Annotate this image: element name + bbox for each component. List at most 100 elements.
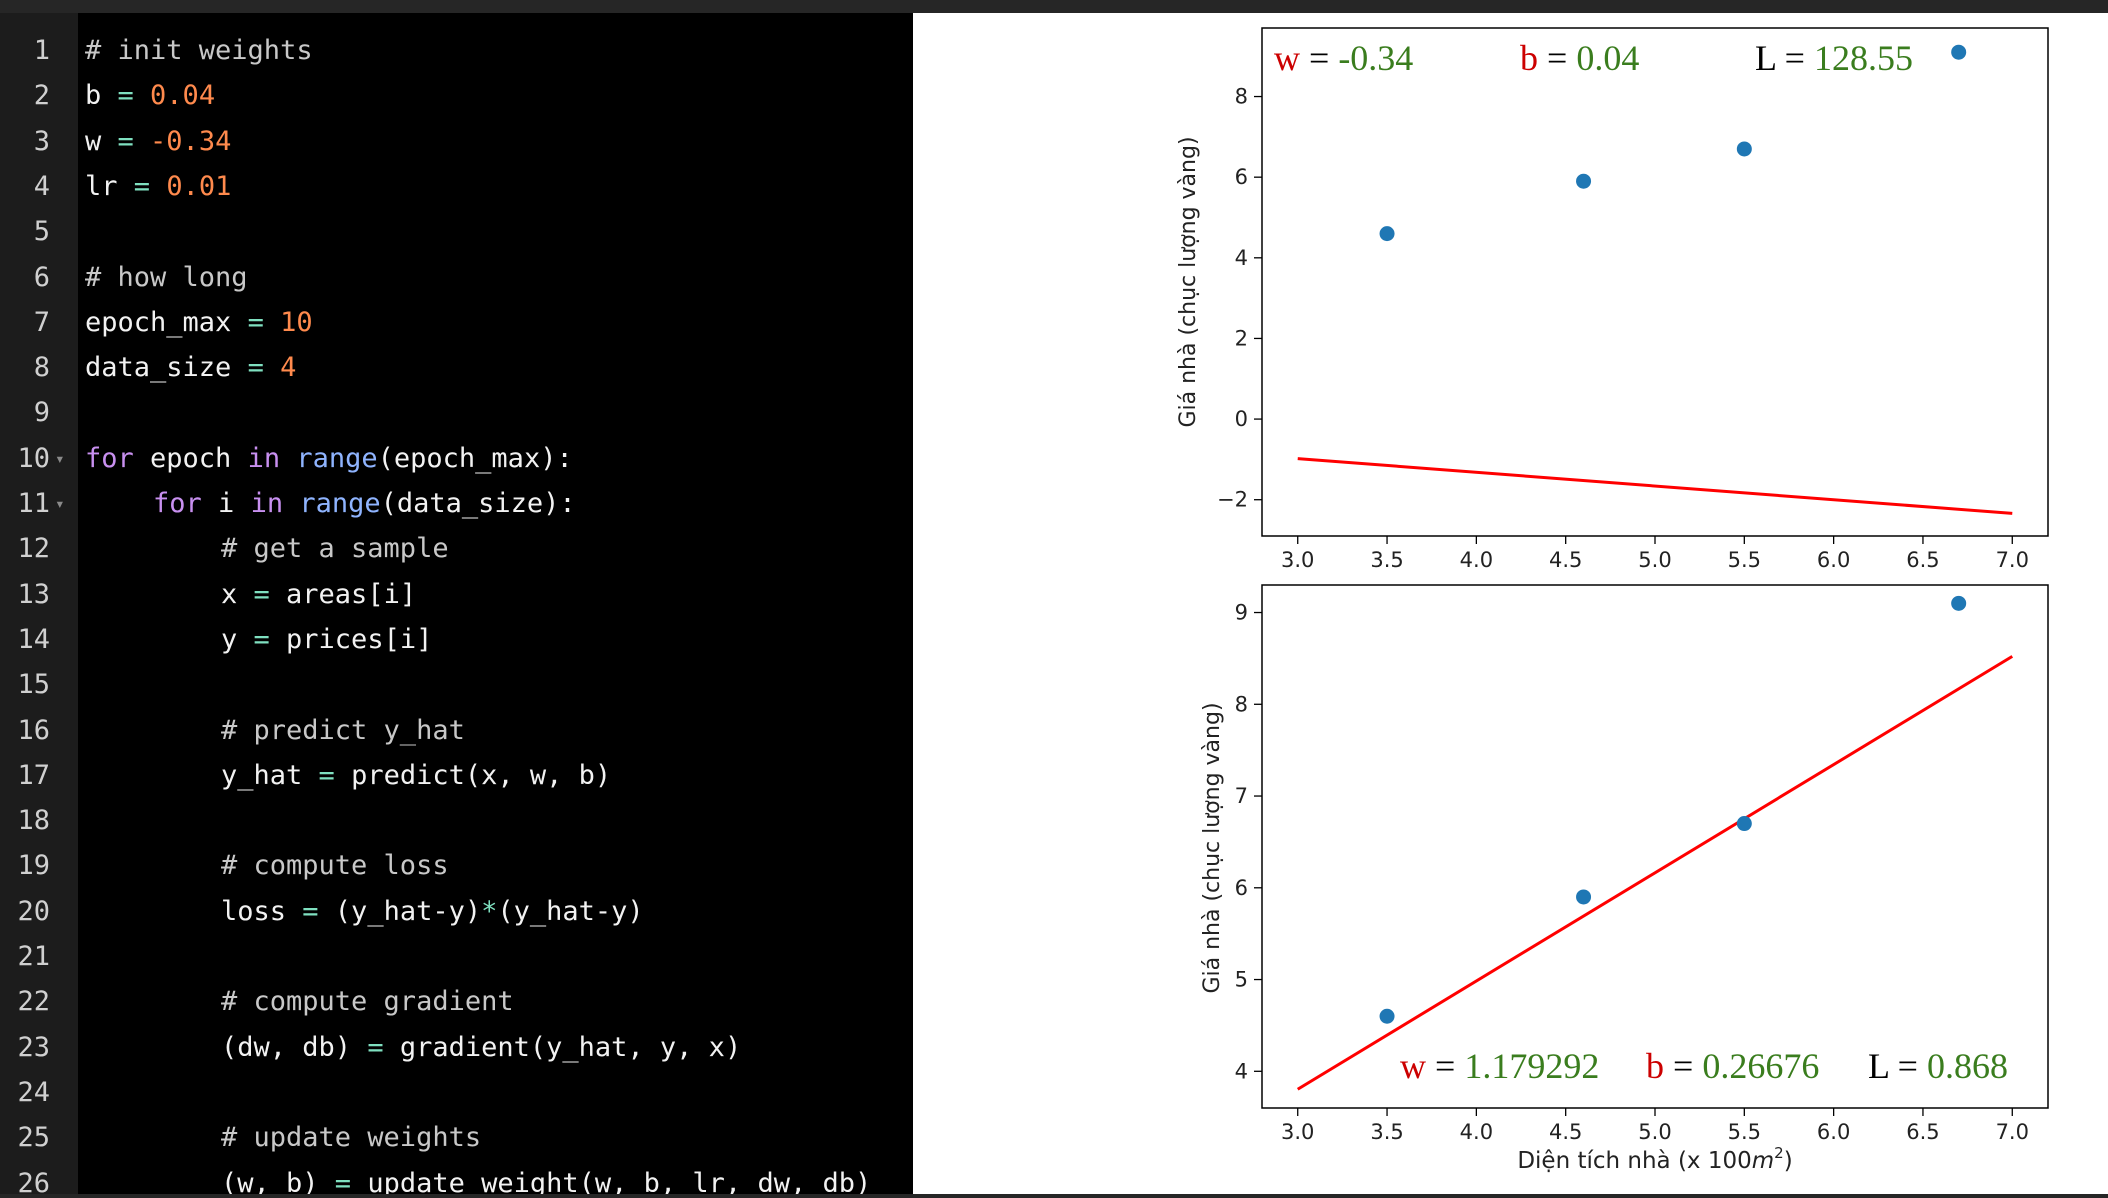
code-line[interactable]: 9 <box>0 390 913 435</box>
code-token: predict(x, w, b) <box>334 759 612 791</box>
code-text: b = 0.04 <box>85 73 215 118</box>
code-line[interactable]: 20 loss = (y_hat-y)*(y_hat-y) <box>0 889 913 934</box>
code-token <box>283 488 299 519</box>
code-line[interactable]: 7 epoch_max = 10 <box>0 300 913 345</box>
code-line[interactable]: 6 # how long <box>0 255 913 300</box>
code-token: = <box>247 352 264 384</box>
x-tick-label: 3.0 <box>1281 548 1314 572</box>
x-tick-label: 4.0 <box>1460 1120 1493 1144</box>
chart-top-annotation-L: L = 128.55 <box>1755 38 1913 78</box>
code-token: (y_hat-y) <box>318 895 482 927</box>
chart-bottom-annotation-w: w = 1.179292 <box>1400 1046 1599 1086</box>
line-number: 23 <box>17 1031 50 1063</box>
data-point <box>1379 226 1395 242</box>
data-point <box>1379 1008 1395 1024</box>
code-line[interactable]: 13 x = areas[i] <box>0 572 913 617</box>
chart-bottom-x-label: Diện tích nhà (x 100m2) <box>1517 1144 1792 1174</box>
code-token: = <box>247 306 264 338</box>
code-line[interactable]: 18 <box>0 798 913 843</box>
code-token: = <box>253 623 270 655</box>
x-tick-label: 5.5 <box>1728 1120 1761 1144</box>
x-tick-label: 3.0 <box>1281 1120 1314 1144</box>
code-line[interactable]: 10 ▾ for epoch in range(epoch_max): <box>0 436 913 481</box>
line-number: 16 <box>17 714 50 746</box>
code-token: y <box>221 623 254 655</box>
code-text: (dw, db) = gradient(y_hat, y, x) <box>221 1025 741 1070</box>
code-line[interactable]: 17 y_hat = predict(x, w, b) <box>0 753 913 798</box>
data-point <box>1951 44 1967 60</box>
y-tick-label: 8 <box>1235 692 1248 716</box>
code-token <box>134 80 150 111</box>
chart-bottom-y-label: Giá nhà (chục lượng vàng) <box>1200 702 1225 993</box>
fold-chevron-icon[interactable]: ▾ <box>55 448 65 468</box>
code-token: = <box>302 895 319 927</box>
code-text: (w, b) = update_weight(w, b, lr, dw, db) <box>221 1161 871 1195</box>
code-token <box>264 352 280 383</box>
code-token: epoch <box>133 442 248 474</box>
y-tick-label: 2 <box>1235 326 1248 350</box>
code-token: (y_hat-y) <box>497 895 644 927</box>
code-line[interactable]: 11 ▾ for i in range(data_size): <box>0 481 913 526</box>
chart-bottom: 3.0 3.5 4.0 4.5 5.0 5.5 6.0 6.5 7.0 4 5 6 7 8 9 Giá n… <box>1200 584 2049 1174</box>
code-editor[interactable]: 1 # init weights 2 b = 0.04 3 w = -0.34 4 lr = … <box>0 13 913 1194</box>
code-token: b <box>85 80 118 112</box>
line-number: 17 <box>17 759 50 791</box>
code-text: epoch_max = 10 <box>85 300 313 345</box>
y-tick-label: 5 <box>1235 968 1248 992</box>
code-token: range <box>296 442 378 474</box>
code-line[interactable]: 1 # init weights <box>0 28 913 73</box>
code-text: for epoch in range(epoch_max): <box>85 436 573 481</box>
code-line[interactable]: 21 <box>0 934 913 979</box>
line-number: 2 <box>33 80 50 112</box>
code-line[interactable]: 2 b = 0.04 <box>0 73 913 118</box>
line-number: 3 <box>33 125 50 157</box>
code-token: range <box>299 488 381 519</box>
code-line[interactable]: 26 (w, b) = update_weight(w, b, lr, dw, d… <box>0 1161 913 1195</box>
code-line[interactable]: 12 # get a sample <box>0 526 913 571</box>
code-line[interactable]: 23 (dw, db) = gradient(y_hat, y, x) <box>0 1025 913 1070</box>
code-token: update_weight(w, b, lr, dw, db) <box>351 1167 872 1195</box>
code-line[interactable]: 19 # compute loss <box>0 843 913 888</box>
code-token: = <box>367 1031 384 1063</box>
code-line[interactable]: 24 <box>0 1070 913 1115</box>
chart-bottom-axes-frame <box>1261 584 2049 1109</box>
line-number: 15 <box>17 669 50 701</box>
code-text: y = prices[i] <box>221 617 432 662</box>
code-line[interactable]: 4 lr = 0.01 <box>0 164 913 209</box>
code-line[interactable]: 16 # predict y_hat <box>0 708 913 753</box>
code-line[interactable]: 14 y = prices[i] <box>0 617 913 662</box>
line-number: 20 <box>17 895 50 927</box>
fold-chevron-icon[interactable]: ▾ <box>55 494 65 513</box>
code-line[interactable]: 5 <box>0 209 913 254</box>
code-token: (epoch_max): <box>377 442 573 474</box>
code-token: # compute loss <box>221 850 449 882</box>
x-tick-label: 6.5 <box>1906 1120 1939 1144</box>
chart-bottom-annotation-L: L = 0.868 <box>1868 1046 2008 1086</box>
x-tick-label: 5.0 <box>1638 1120 1671 1144</box>
code-text: # get a sample <box>221 526 449 571</box>
chart-top-x-ticks: 3.0 3.5 4.0 4.5 5.0 5.5 6.0 6.5 7.0 <box>1281 536 2029 572</box>
code-line[interactable]: 8 data_size = 4 <box>0 345 913 390</box>
code-text: x = areas[i] <box>221 572 416 617</box>
line-number: 7 <box>33 306 50 338</box>
x-tick-label: 3.5 <box>1370 1120 1403 1144</box>
code-token: # how long <box>85 261 248 293</box>
code-token: lr <box>85 170 134 202</box>
data-point <box>1736 141 1752 157</box>
code-line[interactable]: 22 # compute gradient <box>0 979 913 1024</box>
x-tick-label: 5.0 <box>1638 548 1671 572</box>
code-token: = <box>133 170 151 202</box>
code-line[interactable]: 15 <box>0 662 913 707</box>
code-token: in <box>250 488 284 519</box>
x-tick-label: 5.5 <box>1728 548 1761 572</box>
data-point <box>1576 889 1592 905</box>
chart-bottom-points <box>1379 595 1967 1024</box>
y-tick-label: 8 <box>1235 85 1248 109</box>
code-line[interactable]: 25 # update weights <box>0 1115 913 1160</box>
x-tick-label: 4.5 <box>1549 1120 1582 1144</box>
code-token <box>134 126 150 157</box>
chart-bottom-y-ticks: 4 5 6 7 8 9 <box>1235 601 1262 1083</box>
x-tick-label: 6.0 <box>1817 548 1850 572</box>
code-line[interactable]: 3 w = -0.34 <box>0 119 913 164</box>
plots-svg: 3.0 3.5 4.0 4.5 5.0 5.5 6.0 6.5 7.0 −2 0 2 4 6 8 Giá … <box>1176 27 2049 1174</box>
